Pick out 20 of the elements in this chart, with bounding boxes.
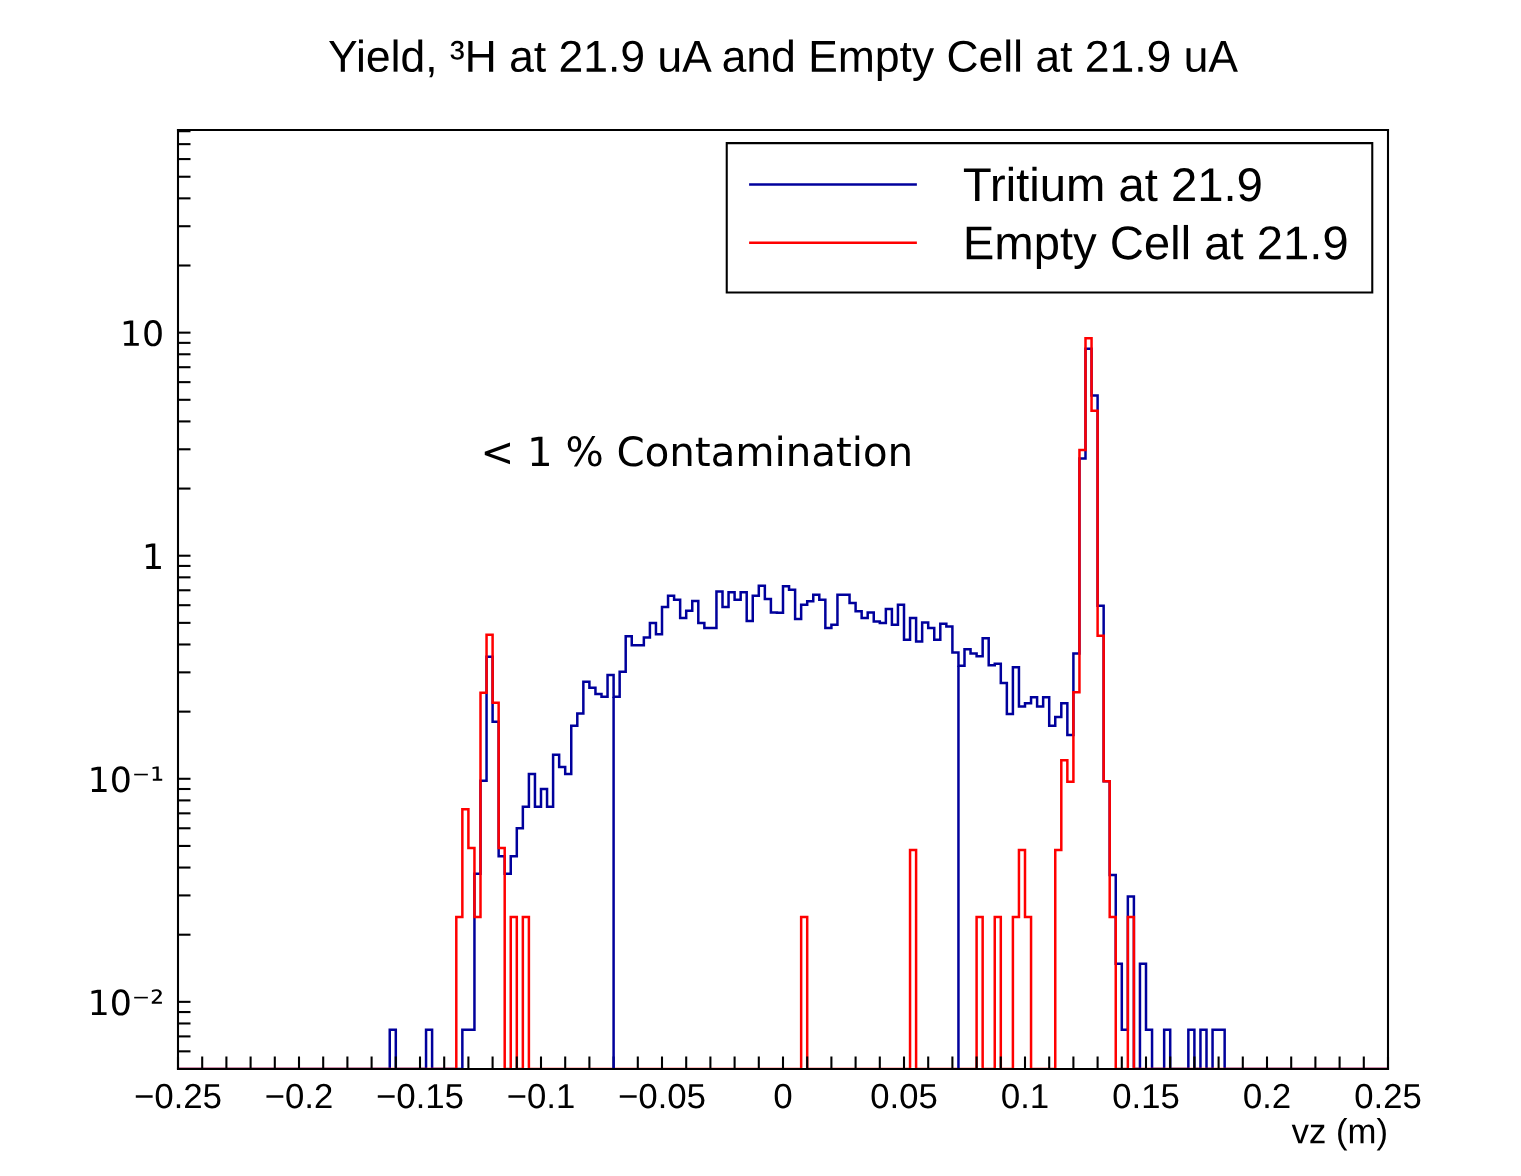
x-tick-label: −0.05 xyxy=(619,1083,705,1109)
x-tick-label: 0.2 xyxy=(1244,1083,1290,1109)
x-tick-label: −0.2 xyxy=(266,1083,332,1109)
x-axis-title: vz (m) xyxy=(1291,1118,1386,1151)
legend-label: Tritium at 21.9 xyxy=(963,166,1261,202)
annotation: < 1 % Contamination xyxy=(484,435,910,467)
y-tick-label: 10⁻¹ xyxy=(91,766,163,793)
x-tick-label: −0.15 xyxy=(377,1083,463,1109)
y-tick-label: 1 xyxy=(145,543,161,569)
x-tick-label: −0.25 xyxy=(135,1083,221,1109)
y-tick-label: 10⁻² xyxy=(91,989,162,1016)
x-tick-label: 0.25 xyxy=(1355,1083,1421,1109)
x-tick-label: 0.05 xyxy=(871,1083,937,1109)
chart-title: Yield, ³H at 21.9 uA and Empty Cell at 21.9 uA xyxy=(329,39,1238,81)
x-tick-label: −0.1 xyxy=(508,1083,574,1109)
x-tick-label: 0.1 xyxy=(1002,1083,1048,1109)
x-tick-label: 0 xyxy=(774,1083,792,1109)
legend-label: Empty Cell at 21.9 xyxy=(966,224,1347,269)
y-tick-label: 10 xyxy=(123,320,162,347)
x-tick-label: 0.15 xyxy=(1113,1083,1179,1109)
